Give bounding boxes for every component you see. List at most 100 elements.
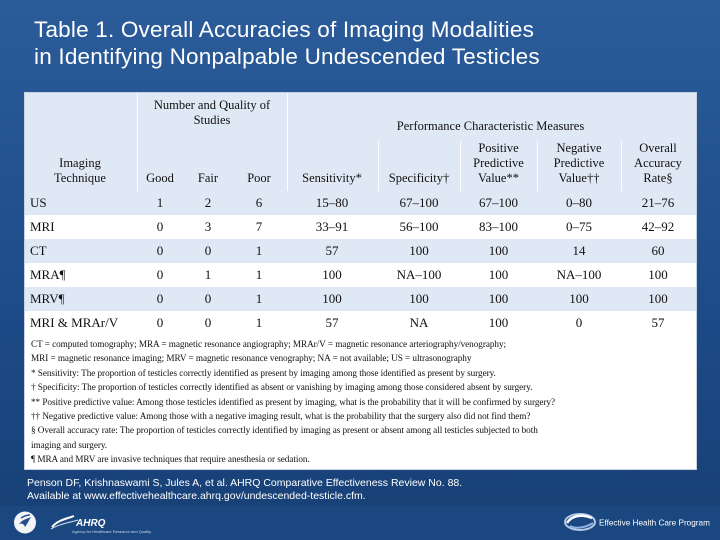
fair-cell: 0 [204,243,212,258]
fair-cell: 0 [204,291,212,306]
positive-predictive-value-cell: 83–100 [479,219,518,234]
positive-predictive-value-cell: 100 [488,267,509,282]
footnote-line: † Specificity: The proportion of testicl… [31,382,533,393]
fair-cell: 1 [204,267,212,282]
good-cell: 0 [156,267,164,282]
slide-title-line-2: in Identifying Nonpalpable Undescended T… [34,44,540,69]
good-cell: 0 [156,315,164,330]
table-divider [460,141,461,191]
ahrq-logo-mark-icon [50,515,79,530]
slide-title-line-1: Table 1. Overall Accuracies of Imaging M… [34,17,535,42]
footnote-line: †† Negative predictive value: Among thos… [31,411,531,422]
footnote-line: imaging and surgery. [31,439,108,450]
performance-group-header: Performance Characteristic Measures [396,119,585,133]
overall-accuracy-cell: 21–76 [641,195,675,210]
negative-predictive-value-cell: 0 [575,315,583,330]
accuracy-table: Number and Quality of Studies Performanc… [25,93,696,335]
sensitivity-cell: 57 [325,315,339,330]
poor-cell: 7 [255,219,263,234]
effective-health-care-program-label: Effective Health Care Program [599,519,710,528]
negative-predictive-value-header: Negative Predictive Value†† [553,141,605,185]
table-footnotes: CT = computed tomography; MRA = magnetic… [31,337,689,467]
overall-accuracy-cell: 57 [651,315,665,330]
fair-cell: 0 [204,315,212,330]
table-divider [378,141,379,191]
table-row-band [25,287,696,311]
footnote-line: ¶ MRA and MRV are invasive techniques th… [31,454,310,465]
overall-accuracy-rate-header: Overall Accuracy Rate§ [634,141,682,185]
table-row-band [25,191,696,215]
good-cell: 0 [156,291,164,306]
specificity-cell: 100 [409,291,429,306]
table-row-band [25,215,696,239]
footnote-line: CT = computed tomography; MRA = magnetic… [31,339,506,349]
table-divider [137,93,138,191]
good-column-header: Good [146,171,174,185]
effective-health-care-logo: Effective Health Care Program [564,513,710,531]
imaging-technique-header: Imaging Technique [54,156,106,185]
positive-predictive-value-header: Positive Predictive Value** [473,141,524,185]
negative-predictive-value-cell: 0–80 [566,195,592,210]
specificity-cell: 67–100 [399,195,439,210]
poor-cell: 1 [255,267,263,282]
effective-health-care-swirl-icon [564,513,596,531]
poor-cell: 1 [255,315,263,330]
citation-line-1: Penson DF, Krishnaswami S, Jules A, et a… [27,477,463,489]
technique-cell: CT [30,243,47,258]
positive-predictive-value-cell: 100 [488,315,509,330]
table-row-band [25,311,696,335]
ahrq-logo-text: AHRQ [75,518,106,529]
footnote-line: § Overall accuracy rate: The proportion … [31,425,538,436]
positive-predictive-value-cell: 100 [488,243,509,258]
technique-cell: MRV¶ [30,291,65,306]
sensitivity-cell: 33–91 [315,219,349,234]
poor-column-header: Poor [247,171,271,185]
overall-accuracy-cell: 100 [648,267,668,282]
specificity-cell: 56–100 [399,219,439,234]
negative-predictive-value-cell: NA–100 [556,267,602,282]
overall-accuracy-cell: 100 [648,291,668,306]
technique-cell: MRI & MRAr/V [30,315,119,330]
footnote-line: * Sensitivity: The proportion of testicl… [31,367,496,378]
table-card: Number and Quality of Studies Performanc… [25,93,696,469]
citation-line-2: Available at www.effectivehealthcare.ahr… [27,490,366,502]
sensitivity-cell: 57 [325,243,339,258]
technique-cell: MRA¶ [30,267,66,282]
technique-cell: MRI [30,219,55,234]
footnote-line: MRI = magnetic resonance imaging; MRV = … [31,353,472,364]
good-cell: 0 [156,243,164,258]
specificity-column-header: Specificity† [388,171,450,185]
sensitivity-cell: 100 [322,291,342,306]
overall-accuracy-cell: 60 [651,243,665,258]
fair-cell: 2 [204,195,212,210]
positive-predictive-value-cell: 100 [488,291,509,306]
fair-cell: 3 [204,219,212,234]
specificity-cell: 100 [409,243,429,258]
citation: Penson DF, Krishnaswami S, Jules A, et a… [27,477,547,503]
table-divider [287,141,288,191]
fair-column-header: Fair [197,171,219,185]
footnote-line: ** Positive predictive value: Among thos… [31,396,555,407]
poor-cell: 1 [255,243,263,258]
technique-cell: US [30,195,47,210]
positive-predictive-value-cell: 67–100 [479,195,518,210]
table-row-band [25,239,696,263]
overall-accuracy-cell: 42–92 [641,219,675,234]
sensitivity-cell: 100 [322,267,342,282]
footer-bar [0,506,720,540]
table-header-band [25,93,696,191]
hhs-eagle-emblem-icon [14,511,36,534]
sensitivity-cell: 15–80 [315,195,349,210]
specificity-cell: NA–100 [396,267,442,282]
poor-cell: 6 [255,195,263,210]
table-row-band [25,263,696,287]
table-divider [537,141,538,191]
study-group-header: Number and Quality of Studies [153,98,271,127]
negative-predictive-value-cell: 0–75 [566,219,592,234]
agency-logos: AHRQ [14,511,106,534]
good-cell: 0 [156,219,164,234]
poor-cell: 1 [255,291,263,306]
slide-title: Table 1. Overall Accuracies of Imaging M… [34,16,704,70]
ahrq-subtext: Agency for Healthcare Research and Quali… [72,530,152,534]
negative-predictive-value-cell: 14 [572,243,586,258]
